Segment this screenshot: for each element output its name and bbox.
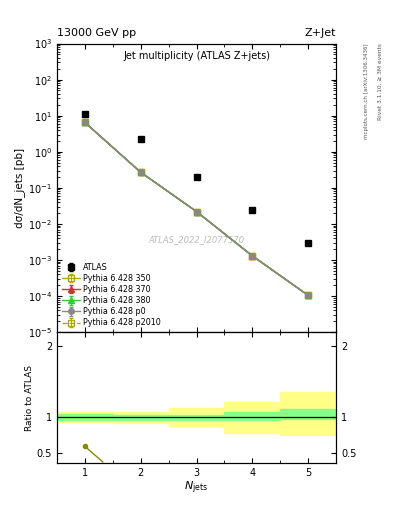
Text: Z+Jet: Z+Jet bbox=[305, 28, 336, 38]
Text: ATLAS_2022_I2077570: ATLAS_2022_I2077570 bbox=[149, 236, 244, 244]
Legend: ATLAS, Pythia 6.428 350, Pythia 6.428 370, Pythia 6.428 380, Pythia 6.428 p0, Py: ATLAS, Pythia 6.428 350, Pythia 6.428 37… bbox=[59, 261, 163, 330]
Text: Jet multiplicity (ATLAS Z+jets): Jet multiplicity (ATLAS Z+jets) bbox=[123, 51, 270, 61]
X-axis label: $N_{\rm jets}$: $N_{\rm jets}$ bbox=[184, 480, 209, 496]
Text: Rivet 3.1.10, ≥ 3M events: Rivet 3.1.10, ≥ 3M events bbox=[378, 44, 383, 120]
Y-axis label: dσ/dN_jets [pb]: dσ/dN_jets [pb] bbox=[14, 148, 25, 228]
Text: 13000 GeV pp: 13000 GeV pp bbox=[57, 28, 136, 38]
Text: mcplots.cern.ch [arXiv:1306.3436]: mcplots.cern.ch [arXiv:1306.3436] bbox=[364, 44, 369, 139]
Y-axis label: Ratio to ATLAS: Ratio to ATLAS bbox=[25, 365, 34, 431]
